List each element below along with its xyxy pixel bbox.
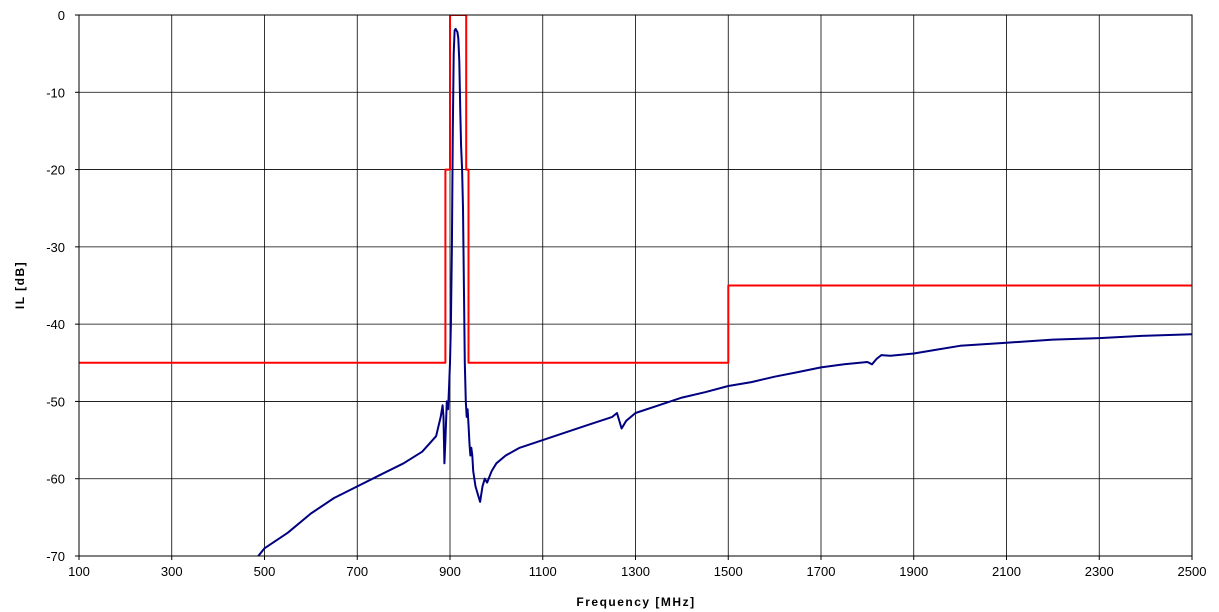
x-axis-title: Frequency [MHz] [576,595,695,609]
x-tick-label: 500 [254,564,276,579]
x-tick-label: 2500 [1178,564,1207,579]
x-tick-label: 300 [161,564,183,579]
y-tick-label: 0 [58,8,65,23]
y-axis-title: IL [dB] [13,261,27,309]
x-tick-label: 2100 [992,564,1021,579]
y-tick-label: -10 [46,85,65,100]
x-tick-label: 900 [439,564,461,579]
x-axis: 100 300 500 700 900 1100 1300 1500 1700 1900 2100 2… [68,556,1206,579]
measured-response-line [257,27,1192,556]
y-tick-label: -20 [46,163,65,178]
x-tick-label: 1100 [529,564,557,579]
y-tick-label: -30 [46,240,65,255]
y-tick-label: -70 [46,549,65,564]
x-tick-label: 700 [346,564,368,579]
x-tick-label: 1900 [899,564,928,579]
x-tick-label: 1500 [714,564,743,579]
series-layer [79,15,1192,556]
x-tick-label: 1300 [621,564,650,579]
x-tick-label: 1700 [807,564,836,579]
x-tick-label: 2300 [1085,564,1114,579]
y-axis: 0 -10 -20 -30 -40 -50 -60 -70 [46,8,79,564]
y-tick-label: -60 [46,472,65,487]
y-tick-label: -40 [46,317,65,332]
x-tick-label: 100 [68,564,90,579]
y-tick-label: -50 [46,394,65,409]
spec-mask-line [79,15,1192,364]
